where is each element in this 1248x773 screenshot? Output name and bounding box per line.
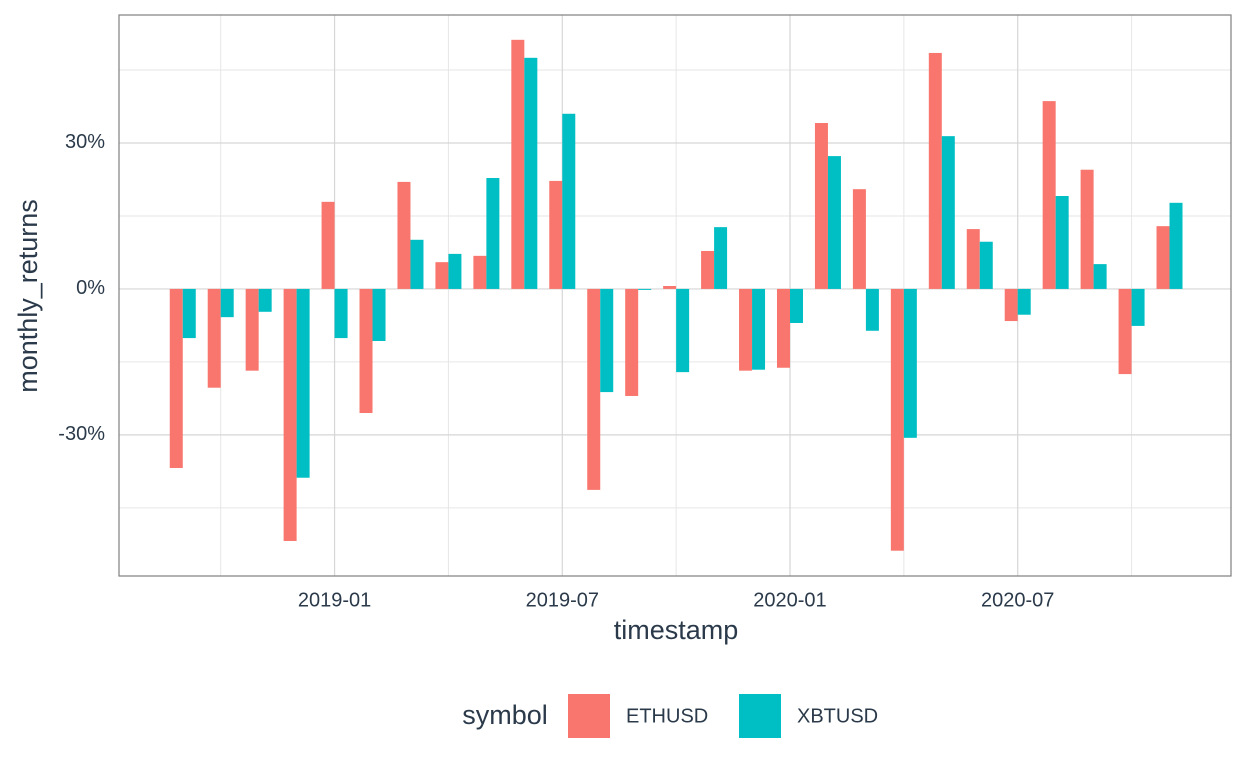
bar bbox=[245, 288, 259, 371]
bar bbox=[676, 288, 690, 373]
x-tick-label: 2020-01 bbox=[753, 589, 826, 611]
bar bbox=[625, 288, 639, 396]
x-tick-label: 2019-01 bbox=[298, 589, 371, 611]
bar bbox=[752, 288, 766, 370]
bar bbox=[776, 288, 790, 368]
panel-border bbox=[118, 14, 1232, 577]
legend-title: symbol bbox=[462, 700, 548, 730]
bar bbox=[903, 288, 917, 438]
bar bbox=[1131, 288, 1145, 326]
bar bbox=[600, 288, 614, 393]
bar bbox=[169, 288, 183, 468]
bar bbox=[1017, 288, 1031, 315]
bar bbox=[789, 288, 803, 323]
bar bbox=[511, 39, 525, 289]
bar bbox=[865, 288, 879, 331]
bar bbox=[486, 177, 500, 289]
y-tick-label: 0% bbox=[76, 277, 105, 299]
y-tick-label: -30% bbox=[58, 423, 105, 445]
bar bbox=[638, 288, 652, 290]
bar bbox=[1055, 195, 1069, 289]
bar bbox=[714, 227, 728, 289]
bar bbox=[473, 255, 487, 289]
bar bbox=[1169, 202, 1183, 289]
bar bbox=[359, 288, 373, 414]
bar bbox=[435, 262, 449, 289]
x-axis-label: timestamp bbox=[614, 615, 739, 645]
bar bbox=[890, 288, 904, 551]
bar bbox=[397, 181, 411, 289]
bar bbox=[296, 288, 310, 478]
bar bbox=[701, 250, 715, 289]
legend-key bbox=[568, 694, 610, 738]
bar bbox=[448, 253, 462, 289]
bar bbox=[852, 189, 866, 289]
bar bbox=[1118, 288, 1132, 375]
bar bbox=[928, 52, 942, 289]
bar bbox=[182, 288, 196, 339]
bar bbox=[334, 288, 348, 339]
bar bbox=[1042, 101, 1056, 289]
bar bbox=[410, 239, 424, 289]
bar bbox=[587, 288, 601, 490]
bar bbox=[1093, 264, 1107, 289]
bar bbox=[979, 241, 993, 289]
legend-label: XBTUSD bbox=[797, 705, 878, 727]
bar bbox=[1156, 226, 1170, 289]
bar bbox=[220, 288, 234, 318]
bar bbox=[549, 180, 563, 289]
bar bbox=[1004, 288, 1018, 322]
bar bbox=[562, 113, 576, 289]
bar bbox=[258, 288, 272, 312]
legend-key bbox=[739, 694, 781, 738]
x-tick-label: 2019-07 bbox=[526, 589, 599, 611]
bar bbox=[1080, 169, 1094, 289]
y-axis-label: monthly_returns bbox=[13, 199, 43, 393]
bar bbox=[941, 136, 955, 289]
bar bbox=[283, 288, 297, 541]
y-tick-label: 30% bbox=[65, 131, 105, 153]
legend-label: ETHUSD bbox=[626, 705, 708, 727]
bar bbox=[524, 57, 538, 289]
bar bbox=[663, 286, 677, 289]
bar bbox=[827, 156, 841, 289]
x-tick-label: 2020-07 bbox=[981, 589, 1054, 611]
bar bbox=[739, 288, 753, 371]
bar bbox=[207, 288, 221, 388]
bar bbox=[321, 201, 335, 289]
bar bbox=[372, 288, 386, 341]
bar bbox=[814, 123, 828, 289]
bar bbox=[966, 229, 980, 289]
